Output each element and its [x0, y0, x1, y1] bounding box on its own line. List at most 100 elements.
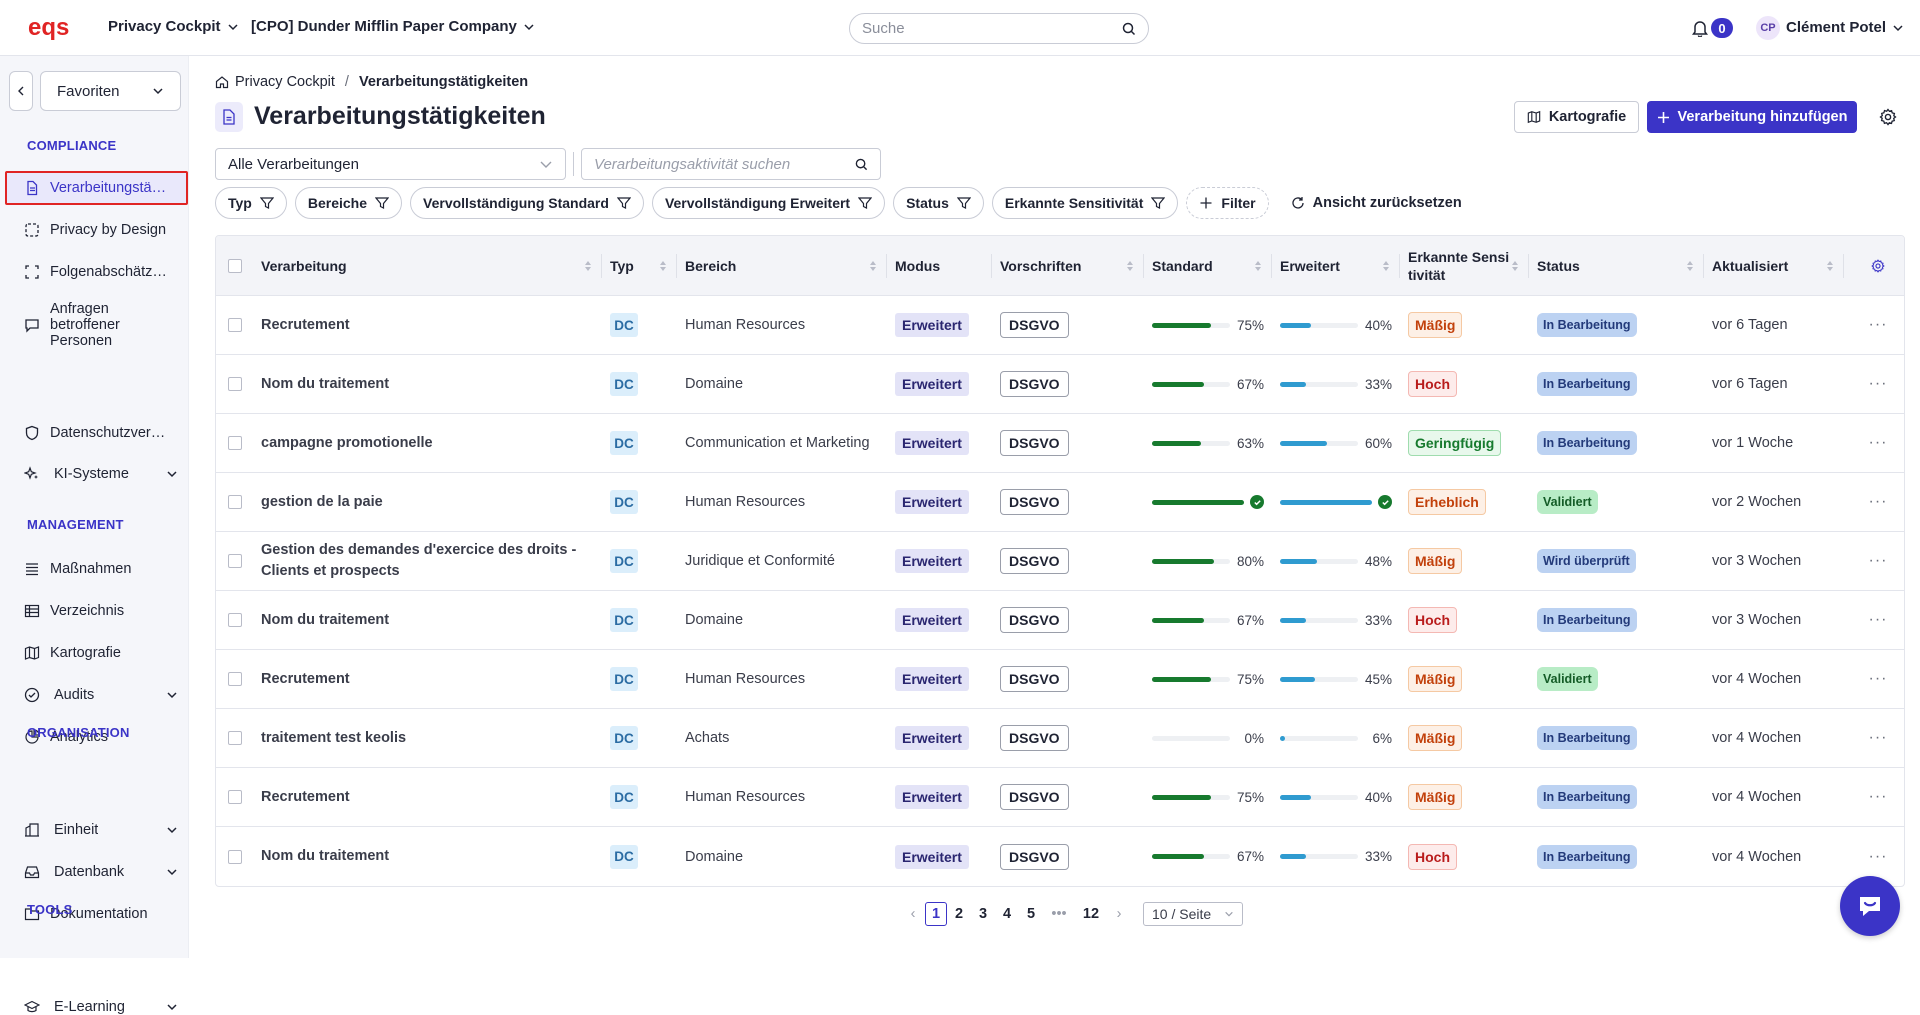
help-chat-button[interactable] — [1840, 876, 1900, 936]
page-button-2[interactable]: 2 — [954, 906, 964, 922]
sort-icon[interactable] — [659, 260, 667, 272]
table-row[interactable]: Recrutement DC Human Resources Erweitert DSG… — [216, 768, 1904, 827]
sort-icon[interactable] — [1826, 260, 1834, 272]
header-cell-typ[interactable]: Typ — [602, 236, 677, 295]
verarbeitung-name[interactable]: Recrutement — [261, 670, 350, 687]
sidebar-item-datenbank[interactable]: Datenbank — [24, 864, 177, 880]
next-page-button[interactable]: › — [1116, 906, 1122, 922]
sidebar-item-einheit[interactable]: Einheit — [24, 822, 177, 838]
row-checkbox[interactable] — [227, 318, 242, 332]
table-row[interactable]: Gestion des demandes d'exercice des droi… — [216, 532, 1904, 591]
sort-icon[interactable] — [1126, 260, 1134, 272]
row-checkbox[interactable] — [227, 554, 242, 568]
row-checkbox[interactable] — [227, 495, 242, 509]
header-cell-bereich[interactable]: Bereich — [677, 236, 887, 295]
row-checkbox[interactable] — [227, 613, 242, 627]
verarbeitung-name[interactable]: Nom du traitement — [261, 375, 390, 392]
breadcrumb-root[interactable]: Privacy Cockpit — [235, 74, 335, 90]
cell-verarbeitung[interactable]: Nom du traitement — [253, 591, 602, 649]
sidebar-item-analytics[interactable]: Analytics — [24, 729, 174, 745]
more-actions-icon[interactable]: ··· — [1868, 611, 1888, 628]
cell-verarbeitung[interactable]: campagne promotionelle — [253, 414, 602, 472]
cell-verarbeitung[interactable]: Nom du traitement — [253, 827, 602, 886]
table-row[interactable]: traitement test keolis DC Achats Erweitert D… — [216, 709, 1904, 768]
more-actions-icon[interactable]: ··· — [1868, 788, 1888, 805]
more-actions-icon[interactable]: ··· — [1868, 729, 1888, 746]
table-row[interactable]: Nom du traitement DC Domaine Erweitert DSGVO… — [216, 591, 1904, 650]
company-select[interactable]: [CPO] Dunder Mifflin Paper Company — [251, 18, 535, 35]
page-button-5[interactable]: 5 — [1026, 906, 1036, 922]
column-settings-gear-icon[interactable] — [1871, 258, 1885, 273]
home-icon[interactable] — [215, 75, 229, 89]
product-select[interactable]: Privacy Cockpit — [108, 18, 239, 35]
sidebar-item-privacy-by-design[interactable]: Privacy by Design — [24, 222, 174, 238]
filter-chip-typ[interactable]: Typ — [215, 187, 287, 219]
sort-icon[interactable] — [584, 260, 592, 272]
prev-page-button[interactable]: ‹ — [910, 906, 916, 922]
page-size-select[interactable]: 10 / Seite — [1143, 902, 1243, 926]
select-all-checkbox[interactable] — [227, 258, 242, 273]
more-actions-icon[interactable]: ··· — [1868, 434, 1888, 451]
sidebar-item-verzeichnis[interactable]: Verzeichnis — [24, 603, 174, 619]
sort-icon[interactable] — [1686, 260, 1694, 272]
page-button-4[interactable]: 4 — [1002, 906, 1012, 922]
sidebar-item-dokumentation[interactable]: Dokumentation — [24, 906, 174, 922]
page-button-3[interactable]: 3 — [978, 906, 988, 922]
page-button-1[interactable]: 1 — [925, 902, 947, 926]
verarbeitung-name[interactable]: Nom du traitement — [261, 848, 390, 864]
table-row[interactable]: gestion de la paie DC Human Resources Erwei… — [216, 473, 1904, 532]
more-actions-icon[interactable]: ··· — [1868, 552, 1888, 569]
avatar[interactable]: CP — [1756, 16, 1780, 40]
gear-icon[interactable] — [1879, 108, 1897, 126]
table-row[interactable]: Nom du traitement DC Domaine Erweitert DSGVO… — [216, 355, 1904, 414]
sidebar-item-datenschutzverstoesse[interactable]: Datenschutzverstöße — [24, 425, 174, 441]
verarbeitung-name[interactable]: Recrutement — [261, 788, 350, 805]
filter-chip-bereiche[interactable]: Bereiche — [294, 187, 403, 219]
row-checkbox[interactable] — [227, 672, 242, 686]
cell-verarbeitung[interactable]: gestion de la paie — [253, 473, 602, 531]
verarbeitung-name[interactable]: campagne promotionelle — [261, 434, 433, 451]
sidebar-item-audits[interactable]: Audits — [24, 687, 177, 703]
filter-chip-vervollstaendigung-standard[interactable]: Vervollständigung Standard — [410, 187, 644, 219]
sidebar-item-verarbeitungstaetigkeiten[interactable]: Verarbeitungstätigkeiten — [5, 171, 188, 205]
sort-icon[interactable] — [1254, 260, 1262, 272]
verarbeitungen-filter-select[interactable]: Alle Verarbeitungen — [215, 148, 566, 180]
filter-chip-status[interactable]: Status — [893, 187, 984, 219]
add-filter-button[interactable]: Filter — [1186, 187, 1269, 219]
cell-verarbeitung[interactable]: Nom du traitement — [253, 355, 602, 413]
verarbeitung-name[interactable]: Gestion des demandes d'exercice des droi… — [261, 542, 577, 579]
more-actions-icon[interactable]: ··· — [1868, 493, 1888, 510]
table-row[interactable]: campagne promotionelle DC Communication et… — [216, 414, 1904, 473]
verarbeitung-name[interactable]: gestion de la paie — [261, 493, 383, 510]
header-cell-vorschriften[interactable]: Vorschriften — [992, 236, 1144, 295]
verarbeitung-name[interactable]: traitement test keolis — [261, 729, 407, 746]
table-row[interactable]: Recrutement DC Human Resources Erweitert DSG… — [216, 650, 1904, 709]
sidebar-item-folgenabschaetzungen[interactable]: Folgenabschätzungen — [24, 264, 174, 280]
cell-verarbeitung[interactable]: traitement test keolis — [253, 709, 602, 767]
cell-verarbeitung[interactable]: Recrutement — [253, 296, 602, 354]
eqs-logo[interactable]: eqs — [28, 15, 72, 41]
row-checkbox[interactable] — [227, 731, 242, 745]
filter-chip-vervollstaendigung-erweitert[interactable]: Vervollständigung Erweitert — [651, 187, 886, 219]
header-cell-sensitivitaet[interactable]: Erkannte Sensi tivität — [1400, 236, 1529, 295]
favorites-select[interactable]: Favoriten — [40, 71, 181, 111]
global-search-input[interactable]: Suche — [849, 13, 1149, 44]
kartografie-button[interactable]: Kartografie — [1514, 101, 1639, 133]
more-actions-icon[interactable]: ··· — [1868, 316, 1888, 333]
reset-view-button[interactable]: Ansicht zurücksetzen — [1291, 195, 1462, 211]
user-menu[interactable]: Clément Potel — [1786, 19, 1904, 36]
header-cell-erweitert[interactable]: Erweitert — [1272, 236, 1400, 295]
sidebar-item-ki-systeme[interactable]: KI-Systeme — [24, 466, 177, 482]
header-cell-verarbeitung[interactable]: Verarbeitung — [253, 236, 602, 295]
more-actions-icon[interactable]: ··· — [1868, 847, 1888, 865]
row-checkbox[interactable] — [227, 849, 242, 864]
header-cell-status[interactable]: Status — [1529, 236, 1704, 295]
row-checkbox[interactable] — [227, 377, 242, 391]
sort-icon[interactable] — [1511, 260, 1519, 272]
bell-icon[interactable] — [1692, 19, 1708, 37]
sort-icon[interactable] — [869, 260, 877, 272]
verarbeitung-name[interactable]: Recrutement — [261, 316, 350, 333]
sidebar-item-kartografie[interactable]: Kartografie — [24, 645, 174, 661]
cell-verarbeitung[interactable]: Recrutement — [253, 650, 602, 708]
row-checkbox[interactable] — [227, 790, 242, 804]
